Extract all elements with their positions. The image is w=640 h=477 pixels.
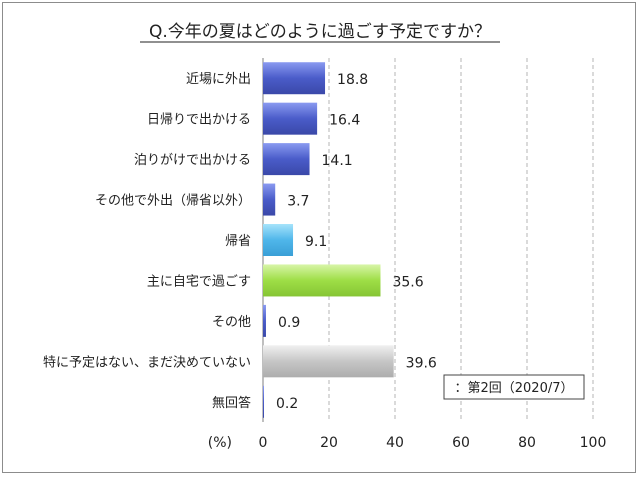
category-label-3: その他で外出（帰省以外） bbox=[95, 193, 251, 209]
bars bbox=[263, 62, 394, 418]
x-tick-label-1: 20 bbox=[320, 435, 338, 451]
x-tick-label-5: 100 bbox=[580, 435, 607, 451]
value-label-6: 0.9 bbox=[278, 315, 300, 331]
value-label-2: 14.1 bbox=[322, 153, 353, 169]
legend-text: ：第2回（2020/7） bbox=[454, 381, 573, 396]
legend-box bbox=[443, 374, 585, 400]
bar-6 bbox=[263, 304, 266, 337]
x-tick-label-0: 0 bbox=[259, 435, 268, 451]
value-label-7: 39.6 bbox=[406, 355, 437, 371]
x-axis-unit: (%) bbox=[208, 435, 232, 451]
bar-4 bbox=[263, 224, 294, 256]
bar-0 bbox=[263, 62, 326, 95]
category-label-6: その他 bbox=[212, 315, 251, 330]
value-labels: 18.8 16.4 14.1 3.7 9.1 35.6 0.9 39.6 0.2 bbox=[276, 72, 437, 412]
category-label-0: 近場に外出 bbox=[186, 72, 251, 87]
value-label-3: 3.7 bbox=[287, 194, 309, 210]
value-label-8: 0.2 bbox=[276, 396, 298, 412]
value-label-5: 35.6 bbox=[392, 274, 423, 290]
value-label-0: 18.8 bbox=[337, 72, 368, 88]
bar-3 bbox=[263, 183, 276, 216]
value-label-4: 9.1 bbox=[305, 234, 327, 250]
category-label-4: 帰省 bbox=[225, 233, 251, 249]
category-label-5: 主に自宅で過ごす bbox=[147, 273, 251, 289]
category-label-1: 日帰りで出かける bbox=[147, 112, 251, 128]
category-label-2: 泊りがけで出かける bbox=[134, 153, 251, 168]
legend: ：第2回（2020/7） bbox=[443, 374, 585, 400]
bar-2 bbox=[263, 143, 310, 176]
bar-1 bbox=[263, 102, 318, 135]
category-label-8: 無回答 bbox=[212, 395, 251, 411]
bar-8 bbox=[263, 385, 264, 418]
x-axis-ticks: 0 20 40 60 80 100 bbox=[259, 435, 607, 451]
x-tick-label-4: 80 bbox=[518, 435, 536, 451]
value-label-1: 16.4 bbox=[329, 113, 360, 129]
x-tick-label-3: 60 bbox=[452, 435, 470, 451]
x-tick-label-2: 40 bbox=[386, 435, 404, 451]
bar-5 bbox=[263, 264, 381, 297]
bar-7 bbox=[263, 345, 394, 378]
category-label-7: 特に予定はない、まだ決めていない bbox=[43, 355, 251, 370]
chart-title: Q.今年の夏はどのように過ごす予定ですか？ bbox=[149, 22, 491, 42]
